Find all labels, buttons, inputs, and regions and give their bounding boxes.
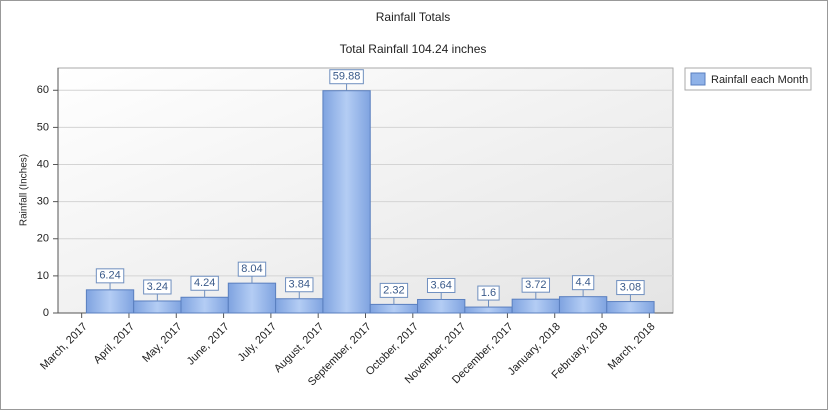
legend-swatch — [690, 72, 706, 86]
bar — [85, 289, 135, 314]
bar — [417, 298, 466, 314]
data-label-box — [237, 261, 267, 277]
bar — [133, 300, 182, 314]
bar — [558, 296, 608, 314]
bar — [227, 282, 277, 314]
bar — [275, 298, 324, 314]
y-tick-label: 20 — [37, 233, 49, 245]
y-tick-label: 60 — [37, 84, 49, 96]
data-label-box — [379, 282, 409, 298]
data-label-box — [190, 275, 219, 291]
y-tick-label: 40 — [37, 158, 49, 170]
data-label: 6.24 — [99, 270, 120, 282]
data-label-box — [616, 280, 645, 296]
data-label-box — [329, 69, 364, 85]
y-tick-label: 50 — [37, 121, 49, 133]
data-label-box — [143, 279, 172, 295]
bar — [322, 90, 371, 314]
y-axis-label: Rainfall (Inches) — [19, 154, 30, 226]
legend-box — [684, 67, 812, 91]
data-label: 2.32 — [383, 284, 404, 296]
y-tick-label: 0 — [43, 307, 49, 319]
data-label-box — [521, 277, 551, 293]
data-label-box — [285, 277, 314, 293]
data-label: 3.24 — [147, 281, 168, 293]
data-label: 3.72 — [525, 279, 546, 291]
bar — [369, 303, 419, 314]
chart-subtitle: Total Rainfall 104.24 inches — [340, 42, 487, 56]
data-label-box — [477, 285, 500, 301]
bar — [511, 298, 560, 314]
y-tick-label: 10 — [37, 270, 49, 282]
data-label: 4.4 — [575, 277, 590, 289]
data-label: 3.84 — [289, 279, 310, 291]
data-label: 3.64 — [430, 279, 451, 291]
data-label: 8.04 — [241, 263, 262, 275]
chart-title: Rainfall Totals — [376, 10, 450, 24]
data-label: 59.88 — [333, 71, 361, 83]
bar — [180, 296, 229, 314]
data-label-box — [426, 277, 456, 293]
y-tick-label: 30 — [37, 196, 49, 208]
bar — [464, 306, 513, 314]
bar — [606, 301, 655, 314]
data-label: 1.6 — [481, 287, 496, 299]
legend-label: Rainfall each Month — [711, 74, 808, 86]
data-label: 4.24 — [194, 277, 215, 289]
data-label: 3.08 — [620, 281, 641, 293]
data-label-box — [95, 268, 125, 284]
data-label-box — [571, 275, 595, 291]
